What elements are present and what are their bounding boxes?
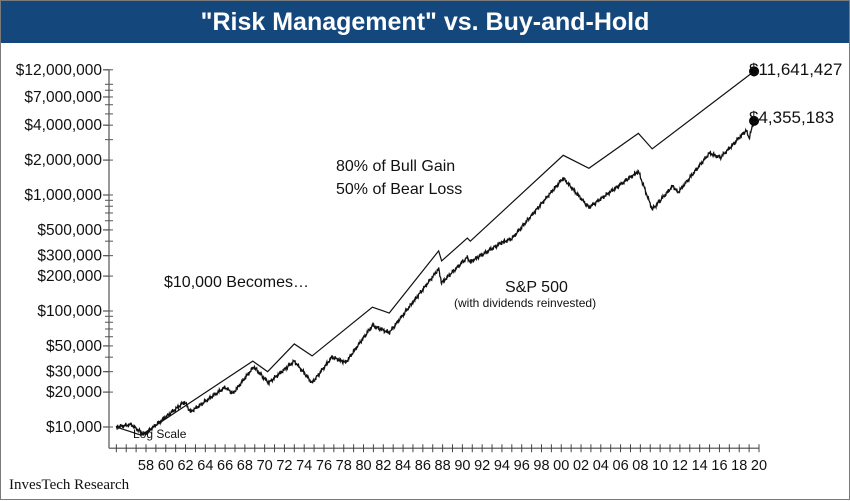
y-tick-label: $30,000 bbox=[46, 364, 102, 381]
sp500-end-dot bbox=[749, 115, 760, 126]
end-label-sp500: $4,355,183 bbox=[749, 108, 834, 127]
log-scale-label: Log Scale bbox=[133, 427, 187, 441]
x-tick-label: 92 bbox=[474, 458, 490, 474]
risk-management-line bbox=[116, 70, 755, 436]
y-tick-label: $500,000 bbox=[37, 222, 102, 239]
y-tick-label: $7,000,000 bbox=[24, 89, 102, 106]
x-tick-label: 78 bbox=[336, 458, 352, 474]
y-tick-label: $200,000 bbox=[37, 268, 102, 285]
annotation-bull-gain: 80% of Bull Gain bbox=[336, 158, 455, 175]
x-tick-label: 74 bbox=[296, 458, 312, 474]
x-tick-label: 02 bbox=[573, 458, 589, 474]
x-tick-label: 16 bbox=[711, 458, 727, 474]
annotation-bear-loss: 50% of Bear Loss bbox=[336, 181, 462, 198]
x-tick-label: 18 bbox=[731, 458, 747, 474]
x-tick-label: 72 bbox=[276, 458, 292, 474]
x-tick-label: 04 bbox=[593, 458, 609, 474]
x-tick-label: 00 bbox=[553, 458, 569, 474]
annotation-sp500: S&P 500 bbox=[505, 279, 568, 296]
axes: $12,000,000 $7,000,000 $4,000,000 $2,000,00… bbox=[16, 62, 767, 474]
x-tick-label: 76 bbox=[316, 458, 332, 474]
x-tick-label: 14 bbox=[692, 458, 708, 474]
end-label-risk: $11,641,427 bbox=[749, 60, 842, 79]
y-tick-label: $20,000 bbox=[46, 384, 102, 401]
chart-title: "Risk Management" vs. Buy-and-Hold bbox=[1, 1, 849, 43]
y-tick-label: $100,000 bbox=[37, 303, 102, 320]
x-tick-label: 86 bbox=[415, 458, 431, 474]
x-tick-label: 94 bbox=[494, 458, 510, 474]
x-tick-label: 66 bbox=[217, 458, 233, 474]
x-tick-label: 98 bbox=[533, 458, 549, 474]
y-tick-label: $2,000,000 bbox=[24, 152, 102, 169]
annotation-10000-becomes: $10,000 Becomes… bbox=[164, 274, 309, 291]
x-tick-label: 62 bbox=[177, 458, 193, 474]
x-tick-label: 10 bbox=[652, 458, 668, 474]
y-tick-label: $12,000,000 bbox=[16, 62, 103, 79]
y-tick-label: $300,000 bbox=[37, 248, 102, 265]
x-tick-label: 90 bbox=[454, 458, 470, 474]
x-tick-label: 08 bbox=[632, 458, 648, 474]
x-tick-label: 20 bbox=[751, 458, 767, 474]
y-tick-label: $1,000,000 bbox=[24, 187, 102, 204]
x-tick-label: 82 bbox=[375, 458, 391, 474]
x-tick-label: 84 bbox=[395, 458, 411, 474]
x-tick-label: 06 bbox=[613, 458, 629, 474]
y-tick-label: $50,000 bbox=[46, 338, 102, 355]
x-tick-label: 88 bbox=[435, 458, 451, 474]
x-tick-label: 68 bbox=[237, 458, 253, 474]
x-tick-label: 70 bbox=[257, 458, 273, 474]
x-tick-label: 60 bbox=[158, 458, 174, 474]
sp500-line bbox=[115, 120, 755, 437]
risk-end-dot bbox=[749, 66, 760, 77]
annotation-dividends: (with dividends reinvested) bbox=[454, 296, 596, 310]
series-group bbox=[115, 66, 760, 437]
x-tick-label: 64 bbox=[197, 458, 213, 474]
x-tick-label: 12 bbox=[672, 458, 688, 474]
source-credit: InvesTech Research bbox=[9, 477, 130, 493]
x-tick-label: 80 bbox=[355, 458, 371, 474]
y-tick-label: $4,000,000 bbox=[24, 117, 102, 134]
x-tick-label: 96 bbox=[514, 458, 530, 474]
y-tick-label: $10,000 bbox=[46, 419, 102, 436]
x-tick-label: 58 bbox=[138, 458, 154, 474]
